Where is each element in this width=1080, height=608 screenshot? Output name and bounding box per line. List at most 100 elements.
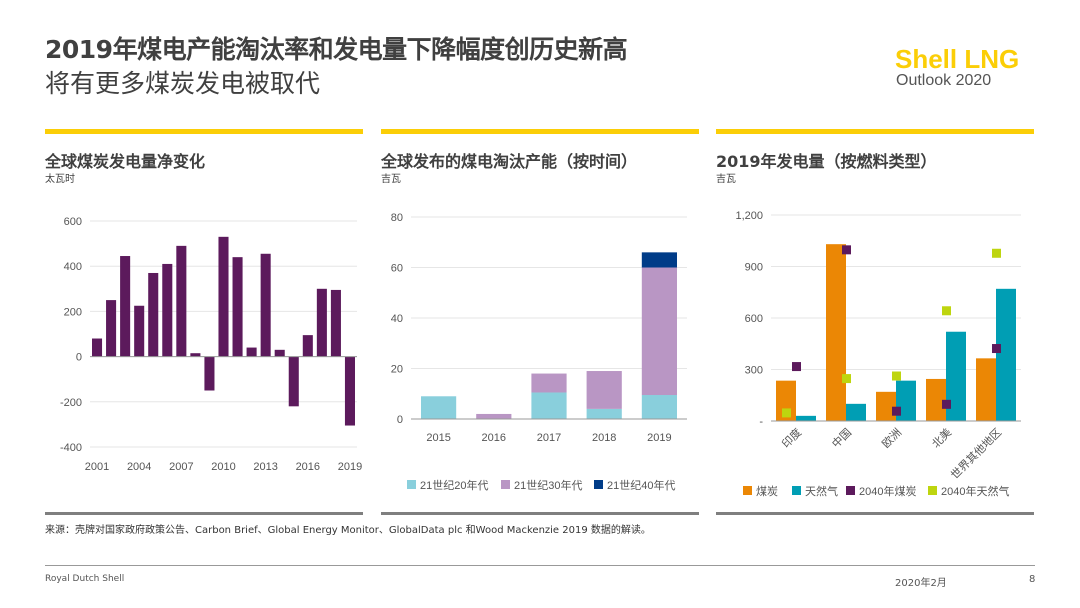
bar <box>976 358 996 421</box>
y-tick-label: 1,200 <box>735 210 763 222</box>
y-tick-label: 40 <box>391 313 403 325</box>
divider-top <box>45 129 363 134</box>
divider-top <box>381 129 699 134</box>
y-tick-label: - <box>759 416 763 428</box>
x-tick-label: 北美 <box>929 426 954 451</box>
bar <box>288 356 299 407</box>
bar <box>302 335 313 357</box>
bar <box>134 305 145 357</box>
legend-swatch <box>846 486 855 495</box>
legend-swatch <box>792 486 801 495</box>
legend-swatch <box>594 480 603 489</box>
bar <box>826 244 846 421</box>
bar <box>92 338 103 357</box>
panel-generation: 2019年发电量（按燃料类型） 吉瓦 1,200 900 600 300 - 印度 中国 欧洲… <box>716 129 1034 515</box>
x-tick-label: 2019 <box>338 461 362 473</box>
bar <box>120 256 131 357</box>
divider-bottom <box>716 512 1034 515</box>
y-tick-label: 0 <box>76 352 82 364</box>
legend-label: 21世纪20年代 <box>420 478 488 492</box>
bar <box>796 415 816 421</box>
marker <box>792 362 801 372</box>
bar-segment <box>641 252 677 268</box>
page-number: 8 <box>1029 574 1036 585</box>
bar <box>316 288 327 357</box>
bar <box>162 263 173 357</box>
bar-segment <box>476 413 512 419</box>
bar-segment <box>586 371 622 409</box>
x-tick-label: 欧洲 <box>879 426 904 451</box>
x-tick-label: 世界其他地区 <box>948 426 1004 482</box>
bar <box>330 289 341 357</box>
chart-unit: 吉瓦 <box>716 174 736 185</box>
bar-segment <box>641 395 677 419</box>
x-tick-label: 2010 <box>211 461 235 473</box>
bar-segment <box>421 396 457 419</box>
marker <box>892 406 901 416</box>
chart-unit: 吉瓦 <box>381 174 401 185</box>
y-tick-label: 300 <box>745 365 763 377</box>
y-tick-label: 900 <box>745 262 763 274</box>
x-tick-label: 中国 <box>829 426 854 451</box>
bar <box>846 403 866 421</box>
bar-segment <box>531 373 567 393</box>
bar <box>946 331 966 421</box>
bar <box>106 300 117 357</box>
x-tick-label: 2016 <box>482 432 506 444</box>
x-tick-label: 2016 <box>296 461 320 473</box>
y-tick-label: -200 <box>60 397 82 409</box>
divider-bottom <box>381 512 699 515</box>
footer-date: 2020年2月 <box>895 578 947 589</box>
legend-swatch <box>407 480 416 489</box>
x-tick-label: 2013 <box>253 461 277 473</box>
y-tick-label: 0 <box>397 414 403 426</box>
marker <box>782 408 791 418</box>
x-tick-label: 2015 <box>426 432 450 444</box>
x-tick-label: 2001 <box>85 461 109 473</box>
chart-retirement: 80 60 40 20 0 2015 2016 2017 2018 2019 21世纪20年代 21世… <box>391 212 687 492</box>
y-tick-label: 400 <box>64 261 82 273</box>
marker <box>842 374 851 384</box>
y-tick-label: 600 <box>64 216 82 228</box>
footer-divider <box>45 565 1035 566</box>
x-tick-label: 2007 <box>169 461 193 473</box>
bar-segment <box>586 408 622 419</box>
x-tick-label: 2017 <box>537 432 561 444</box>
marker <box>992 344 1001 354</box>
bar <box>218 236 229 357</box>
bar-segment <box>531 392 567 419</box>
bar-segment <box>641 267 677 396</box>
y-tick-label: 80 <box>391 212 403 224</box>
legend-label: 2040年煤炭 <box>859 484 916 498</box>
divider-bottom <box>45 512 363 515</box>
panel-retirement: 全球发布的煤电淘汰产能（按时间） 吉瓦 80 60 40 20 0 2015 2016 201… <box>381 129 699 515</box>
x-tick-label: 2004 <box>127 461 151 473</box>
y-tick-label: 60 <box>391 263 403 275</box>
x-tick-label: 印度 <box>779 425 804 450</box>
bar <box>232 257 243 357</box>
chart-title: 2019年发电量（按燃料类型） <box>716 152 937 171</box>
y-tick-label: -400 <box>60 442 82 454</box>
legend-label: 2040年天然气 <box>941 484 1009 498</box>
divider-top <box>716 129 1034 134</box>
marker <box>942 399 951 409</box>
bar <box>260 253 271 357</box>
bar <box>344 356 355 426</box>
bar <box>876 391 896 421</box>
legend-label: 21世纪40年代 <box>607 478 675 492</box>
logo-title: Shell LNG <box>895 44 1020 74</box>
legend-label: 天然气 <box>805 484 838 498</box>
legend-swatch <box>928 486 937 495</box>
marker <box>942 306 951 316</box>
page-title: 2019年煤电产能淘汰率和发电量下降幅度创历史新高 <box>45 35 628 64</box>
source-note: 来源：壳牌对国家政府政策公告、Carbon Brief、Global Energ… <box>45 525 651 536</box>
legend-swatch <box>501 480 510 489</box>
marker <box>842 245 851 255</box>
panel-coal-change: 全球煤炭发电量净变化 太瓦时 600 400 200 0 -200 -400 2001 200… <box>45 129 363 515</box>
bar <box>148 272 159 357</box>
y-tick-label: 200 <box>64 306 82 318</box>
chart-title: 全球煤炭发电量净变化 <box>45 152 206 171</box>
bar <box>996 288 1016 421</box>
